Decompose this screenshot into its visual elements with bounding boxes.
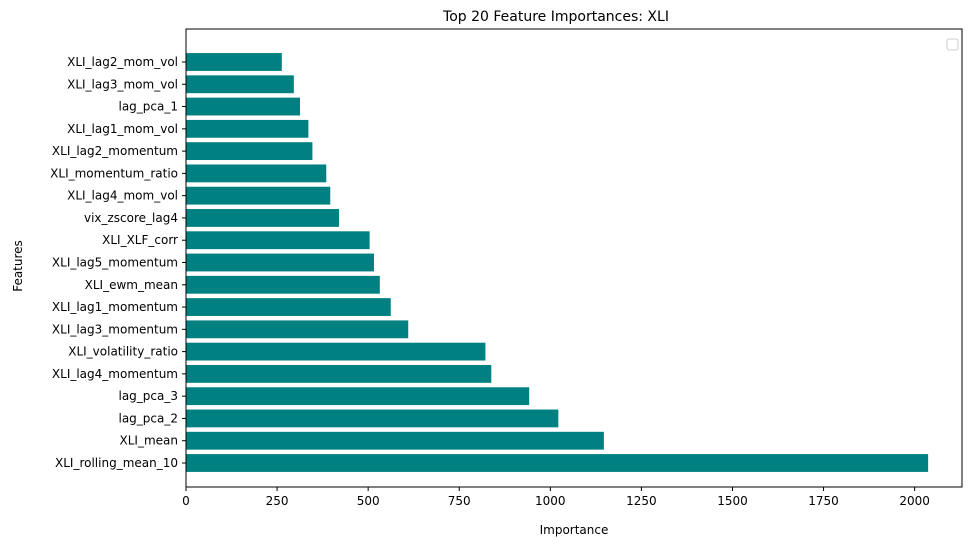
y-axis-ticks: XLI_lag2_mom_vol XLI_lag3_mom_vol lag_pca_… (50, 55, 186, 470)
y-tick-label: XLI_lag1_momentum (52, 300, 178, 314)
bar-lag_pca_1 (186, 97, 301, 116)
bars-group (186, 53, 929, 472)
y-tick-label: XLI_lag2_momentum (52, 144, 178, 158)
bar-XLI_lag3_mom_vol (186, 75, 294, 94)
y-tick-label: XLI_lag5_momentum (52, 256, 178, 270)
bar-lag_pca_2 (186, 409, 559, 428)
bar-XLI_rolling_mean_10 (186, 454, 929, 472)
bar-lag_pca_3 (186, 387, 530, 406)
y-tick-label: XLI_lag4_momentum (52, 367, 178, 381)
bar-XLI_mean (186, 431, 604, 450)
y-tick-label: XLI_lag2_mom_vol (67, 55, 178, 69)
x-tick-label: 500 (357, 494, 380, 508)
y-axis-label: Features (11, 240, 25, 292)
bar-XLI_ewm_mean (186, 275, 380, 294)
y-tick-label: XLI_rolling_mean_10 (55, 456, 178, 470)
bar-XLI_lag5_momentum (186, 253, 374, 272)
chart-title: Top 20 Feature Importances: XLI (442, 9, 669, 25)
y-tick-label: XLI_ewm_mean (85, 278, 178, 292)
legend-box (946, 38, 959, 51)
bar-XLI_lag1_momentum (186, 298, 391, 316)
y-tick-label: XLI_lag3_mom_vol (67, 77, 178, 91)
x-axis-label: Importance (540, 523, 609, 537)
x-tick-label: 1000 (535, 494, 566, 508)
bar-vix_zscore_lag4 (186, 209, 340, 227)
bar-XLI_lag2_momentum (186, 142, 313, 161)
bar-XLI_lag4_momentum (186, 364, 492, 383)
x-tick-label: 1250 (626, 494, 657, 508)
bar-XLI_lag1_mom_vol (186, 119, 309, 138)
y-tick-label: XLI_mean (120, 434, 178, 448)
x-tick-label: 2000 (899, 494, 930, 508)
x-tick-label: 750 (448, 494, 471, 508)
bar-XLI_volatility_ratio (186, 342, 486, 361)
y-tick-label: lag_pca_1 (118, 100, 178, 114)
bar-XLI_XLF_corr (186, 231, 370, 250)
y-tick-label: lag_pca_3 (118, 389, 178, 403)
x-tick-label: 0 (182, 494, 190, 508)
bar-XLI_lag2_mom_vol (186, 53, 282, 71)
bar-XLI_momentum_ratio (186, 164, 327, 183)
x-tick-label: 1750 (808, 494, 839, 508)
y-tick-label: XLI_lag4_mom_vol (67, 189, 178, 203)
x-axis-ticks: 0 250 500 750 1000 1250 1500 1750 2000 (182, 487, 930, 508)
x-tick-label: 1500 (717, 494, 748, 508)
bar-XLI_lag4_mom_vol (186, 186, 331, 205)
y-tick-label: XLI_momentum_ratio (50, 166, 178, 180)
y-tick-label: XLI_lag1_mom_vol (67, 122, 178, 136)
y-tick-label: vix_zscore_lag4 (84, 211, 178, 225)
y-tick-label: XLI_lag3_momentum (52, 322, 178, 336)
y-tick-label: XLI_volatility_ratio (68, 345, 178, 359)
plot-frame (185, 28, 963, 488)
x-tick-label: 250 (266, 494, 289, 508)
bar-XLI_lag3_momentum (186, 320, 409, 339)
y-tick-label: XLI_XLF_corr (102, 233, 178, 247)
y-tick-label: lag_pca_2 (118, 411, 178, 425)
